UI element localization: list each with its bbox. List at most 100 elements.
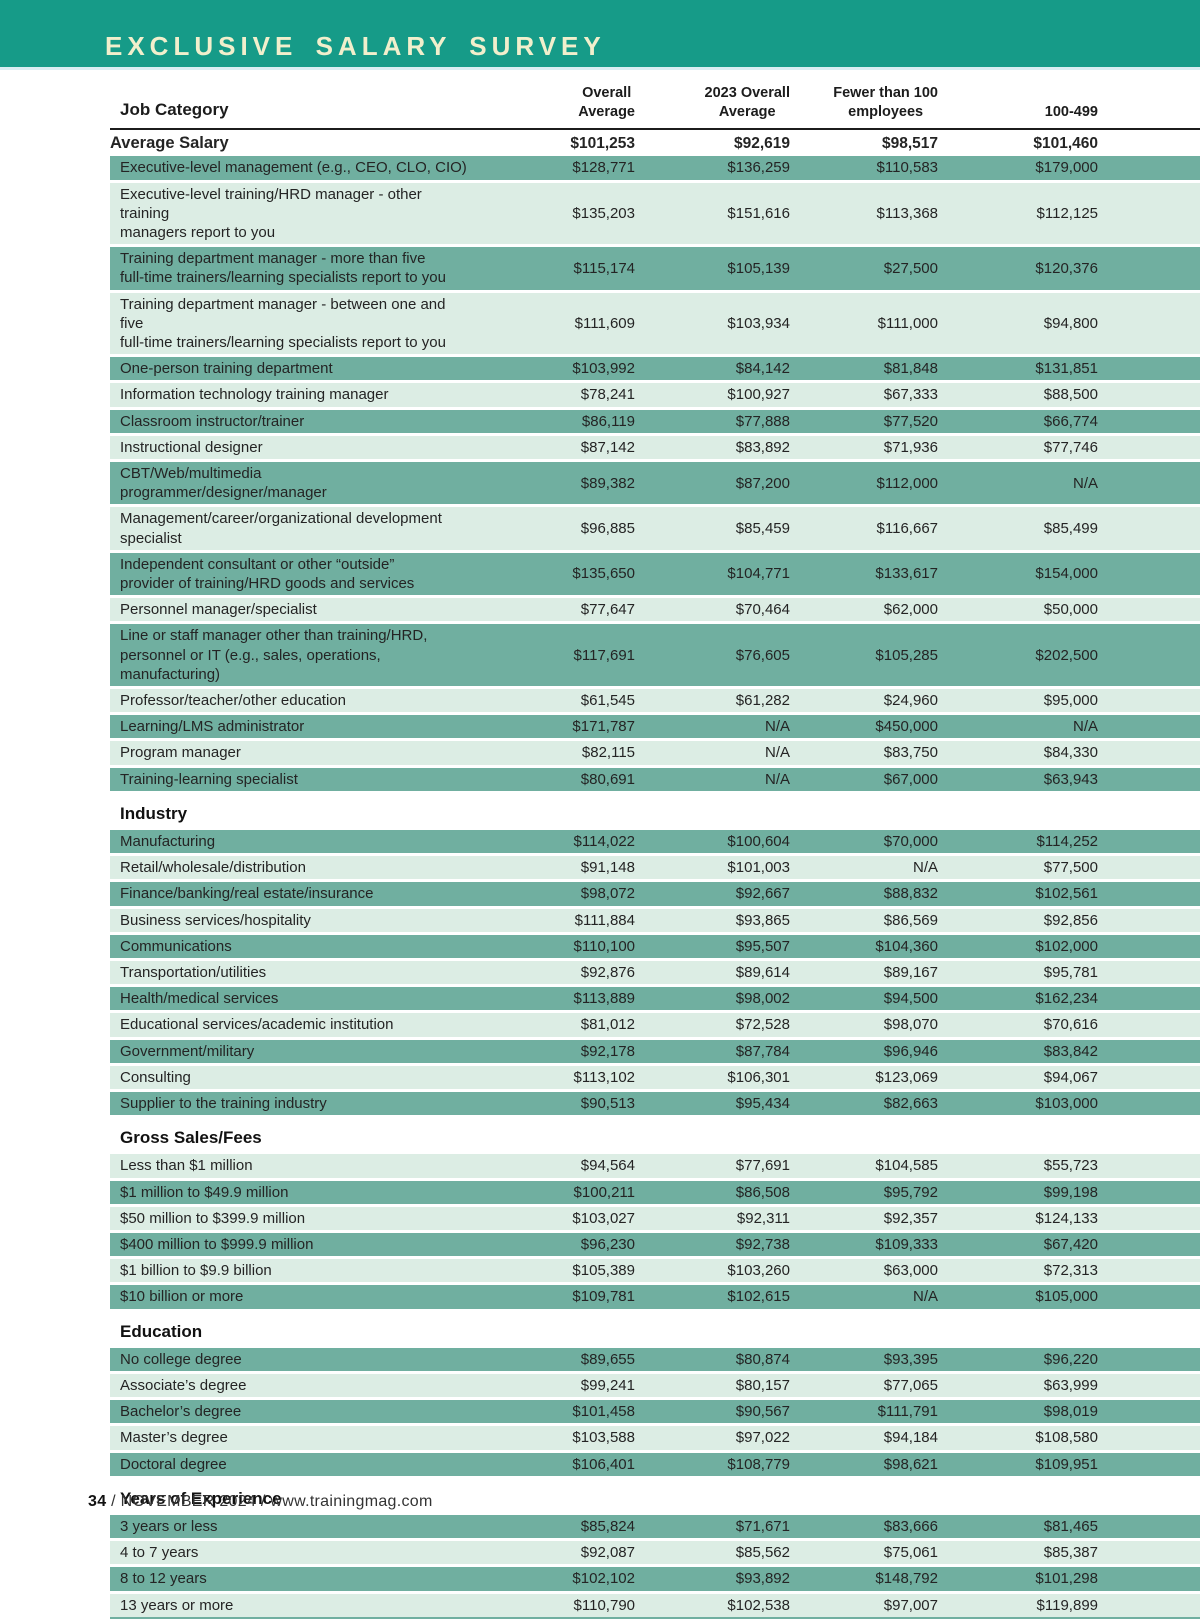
- row-spacer: [1098, 245, 1200, 293]
- row-label: Business services/hospitality: [110, 907, 482, 935]
- row-label: Communications: [110, 933, 482, 962]
- row-label: Supplier to the training industry: [110, 1090, 482, 1119]
- column-header-label: Fewer than 100 employees: [833, 85, 938, 120]
- row-label: Transportation/utilities: [110, 959, 482, 988]
- table-row: Health/medical services $113,889 $98,002 $9…: [110, 985, 1200, 1014]
- row-spacer: [1098, 1231, 1200, 1260]
- row-value: $94,800: [938, 291, 1098, 358]
- row-value: $95,781: [938, 959, 1098, 988]
- row-value: $97,022: [635, 1424, 790, 1453]
- row-value: $154,000: [938, 551, 1098, 599]
- row-value: $106,401: [482, 1451, 635, 1479]
- row-value: $100,604: [635, 829, 790, 857]
- section-heading-row: Education: [110, 1310, 1200, 1348]
- row-value: $61,282: [635, 687, 790, 716]
- row-value: $80,691: [482, 766, 635, 794]
- row-value: $92,087: [482, 1539, 635, 1568]
- row-value: $94,500: [790, 985, 938, 1014]
- row-spacer: [1098, 1347, 1200, 1375]
- table-row: Government/military $92,178 $87,784 $96,946…: [110, 1038, 1200, 1066]
- row-value: $61,545: [482, 687, 635, 716]
- row-value: $70,464: [635, 596, 790, 625]
- page-title: EXCLUSIVE SALARY SURVEY: [105, 31, 606, 61]
- row-spacer: [1098, 687, 1200, 716]
- row-value: $115,174: [482, 245, 635, 293]
- row-value: $111,000: [790, 291, 938, 358]
- row-label: Bachelor’s degree: [110, 1398, 482, 1427]
- table-row: Independent consultant or other “outside…: [110, 551, 1200, 599]
- section-heading-row: Years of Experience: [110, 1477, 1200, 1516]
- row-spacer: [1098, 291, 1200, 358]
- row-value: $136,259: [635, 156, 790, 183]
- row-value: $98,517: [790, 129, 938, 157]
- row-value: $96,220: [938, 1347, 1098, 1375]
- row-label: 4 to 7 years: [110, 1539, 482, 1568]
- row-spacer: [1098, 1179, 1200, 1207]
- section-heading: Gross Sales/Fees: [110, 1116, 1200, 1155]
- table-row: Program manager $82,115 N/A $83,750 $84,330: [110, 739, 1200, 768]
- row-spacer: [1098, 1515, 1200, 1542]
- table-row: 4 to 7 years $92,087 $85,562 $75,061 $85,387: [110, 1539, 1200, 1568]
- row-label: Management/career/organizational develop…: [110, 505, 482, 553]
- row-value: $27,500: [790, 245, 938, 293]
- row-value: $110,583: [790, 156, 938, 183]
- row-value: $81,012: [482, 1011, 635, 1040]
- row-value: $104,771: [635, 551, 790, 599]
- summary-row: Average Salary $101,253 $92,619 $98,517 $101…: [110, 129, 1200, 157]
- row-value: $101,460: [938, 129, 1098, 157]
- row-value: $113,889: [482, 985, 635, 1014]
- table-row: $1 million to $49.9 million $100,211 $86,5…: [110, 1179, 1200, 1207]
- row-value: $98,072: [482, 880, 635, 909]
- row-spacer: [1098, 408, 1200, 436]
- row-value: $81,848: [790, 355, 938, 384]
- row-label: Independent consultant or other “outside…: [110, 551, 482, 599]
- row-value: $148,792: [790, 1565, 938, 1594]
- row-label: One-person training department: [110, 355, 482, 384]
- row-value: $109,951: [938, 1451, 1098, 1479]
- table-row: $400 million to $999.9 million $96,230 $92…: [110, 1231, 1200, 1260]
- row-value: $171,787: [482, 713, 635, 742]
- table-row: 13 years or more $110,790 $102,538 $97,007 $…: [110, 1592, 1200, 1619]
- row-spacer: [1098, 1424, 1200, 1453]
- table-row: Executive-level management (e.g., CEO, C…: [110, 156, 1200, 183]
- row-value: $66,774: [938, 408, 1098, 436]
- row-spacer: [1098, 1205, 1200, 1234]
- row-value: $63,999: [938, 1372, 1098, 1401]
- row-value: $71,936: [790, 434, 938, 462]
- row-value: $110,790: [482, 1592, 635, 1619]
- row-label: No college degree: [110, 1347, 482, 1375]
- row-value: N/A: [790, 1283, 938, 1312]
- row-value: $103,934: [635, 291, 790, 358]
- row-value: $124,133: [938, 1205, 1098, 1234]
- table-row: 3 years or less $85,824 $71,671 $83,666 $81,…: [110, 1515, 1200, 1542]
- column-header-label: Job Category: [120, 100, 229, 120]
- column-header-100-499: 100-499: [938, 70, 1098, 131]
- row-spacer: [1098, 713, 1200, 742]
- row-label: Professor/teacher/other education: [110, 687, 482, 716]
- row-label: 13 years or more: [110, 1592, 482, 1619]
- row-value: $103,588: [482, 1424, 635, 1453]
- row-value: $81,465: [938, 1515, 1098, 1542]
- row-value: $67,420: [938, 1231, 1098, 1260]
- row-value: $77,065: [790, 1372, 938, 1401]
- row-value: $67,000: [790, 766, 938, 794]
- row-label: Personnel manager/specialist: [110, 596, 482, 625]
- footer-text: / NOVEMBER 2024 / www.trainingmag.com: [106, 1493, 433, 1510]
- row-spacer: [1098, 622, 1200, 689]
- row-value: $95,507: [635, 933, 790, 962]
- table-row: Executive-level training/HRD manager - o…: [110, 181, 1200, 248]
- row-value: $92,738: [635, 1231, 790, 1260]
- row-value: $95,000: [938, 687, 1098, 716]
- row-value: $72,313: [938, 1257, 1098, 1286]
- row-value: $103,027: [482, 1205, 635, 1234]
- row-spacer: [1098, 505, 1200, 553]
- row-label: Instructional designer: [110, 434, 482, 462]
- row-value: $86,569: [790, 907, 938, 935]
- row-value: $109,781: [482, 1283, 635, 1312]
- row-value: $100,927: [635, 381, 790, 410]
- row-value: $119,899: [938, 1592, 1098, 1619]
- row-label: Learning/LMS administrator: [110, 713, 482, 742]
- row-value: $97,007: [790, 1592, 938, 1619]
- row-value: $111,884: [482, 907, 635, 935]
- row-value: $109,333: [790, 1231, 938, 1260]
